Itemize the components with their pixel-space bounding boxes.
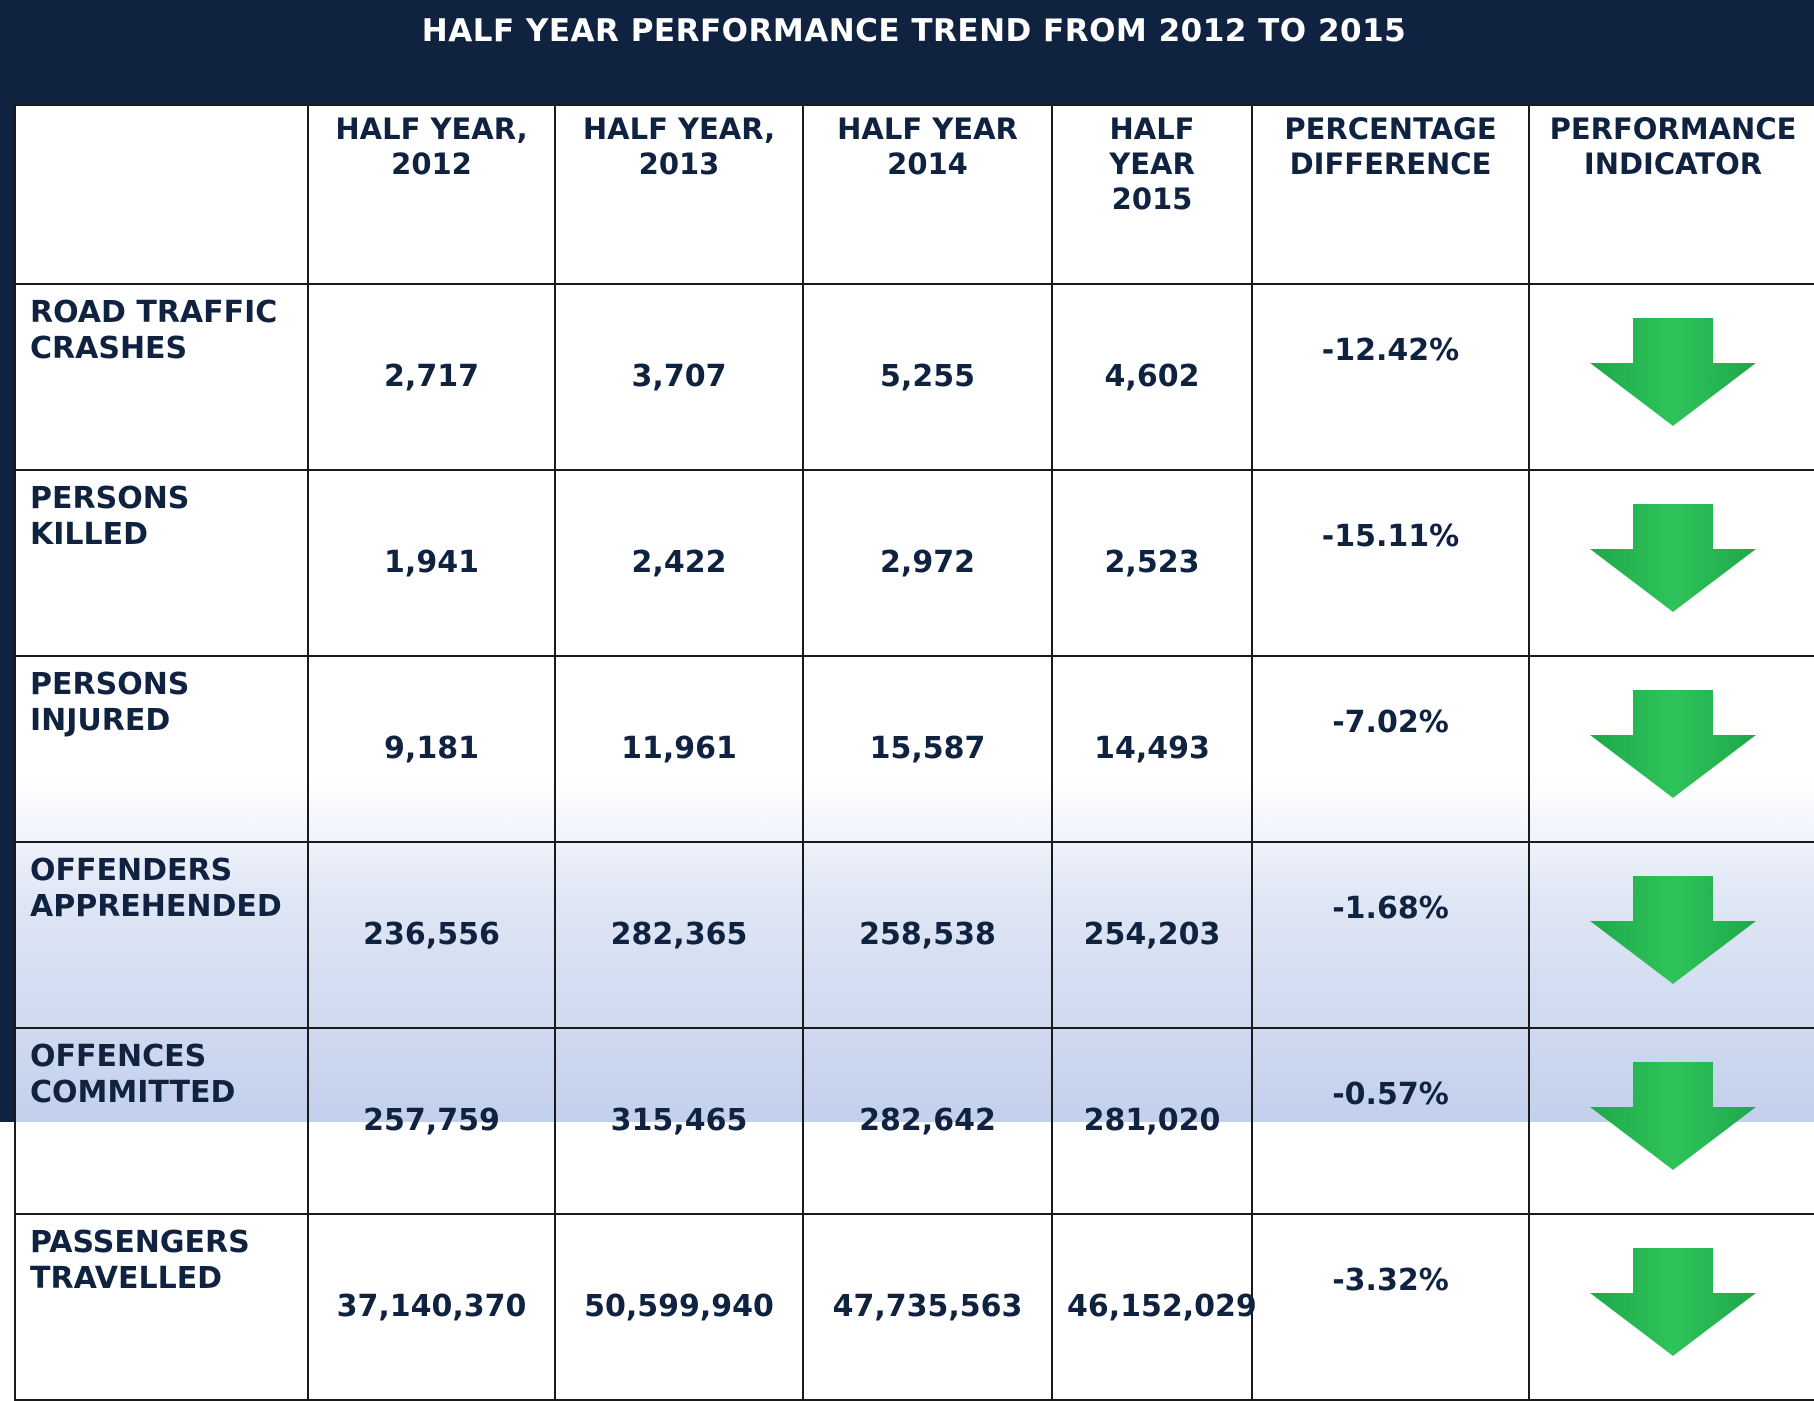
- down-arrow-icon: [1590, 1061, 1756, 1170]
- value-cell: 282,365: [554, 841, 804, 1029]
- percentage-cell: -3.32%: [1251, 1213, 1530, 1401]
- header-cell: PERCENTAGE DIFFERENCE: [1251, 104, 1530, 285]
- value-cell: 14,493: [1051, 655, 1253, 843]
- value-cell: 50,599,940: [554, 1213, 804, 1401]
- corner-cell: [14, 104, 309, 285]
- down-arrow-icon: [1590, 317, 1756, 426]
- data-row: PERSONS KILLED 1,941 2,422 2,972 2,523 -15.11…: [14, 469, 1814, 657]
- value-cell: 281,020: [1051, 1027, 1253, 1215]
- row-label: ROAD TRAFFIC CRASHES: [14, 283, 309, 471]
- percentage-cell: -15.11%: [1251, 469, 1530, 657]
- indicator-cell: [1528, 283, 1814, 471]
- value-cell: 315,465: [554, 1027, 804, 1215]
- value-cell: 9,181: [307, 655, 556, 843]
- value-cell: 2,972: [802, 469, 1053, 657]
- value-cell: 5,255: [802, 283, 1053, 471]
- value-cell: 2,717: [307, 283, 556, 471]
- down-arrow-icon: [1590, 875, 1756, 984]
- table-title: HALF YEAR PERFORMANCE TREND FROM 2012 TO…: [14, 0, 1814, 104]
- row-label: PASSENGERS TRAVELLED: [14, 1213, 309, 1401]
- value-cell: 4,602: [1051, 283, 1253, 471]
- down-arrow-icon: [1590, 1247, 1756, 1356]
- data-row: PERSONS INJURED 9,181 11,961 15,587 14,493 -7…: [14, 655, 1814, 843]
- indicator-cell: [1528, 1027, 1814, 1215]
- header-cell: HALF YEAR, 2013: [554, 104, 804, 285]
- row-label: OFFENCES COMMITTED: [14, 1027, 309, 1215]
- value-cell: 282,642: [802, 1027, 1053, 1215]
- data-row: PASSENGERS TRAVELLED 37,140,370 50,599,940…: [14, 1213, 1814, 1401]
- down-arrow-icon: [1590, 689, 1756, 798]
- value-cell: 1,941: [307, 469, 556, 657]
- header-cell: HALF YEAR, 2012: [307, 104, 556, 285]
- header-row: HALF YEAR, 2012 HALF YEAR, 2013 HALF YEAR …: [14, 104, 1814, 285]
- percentage-cell: -12.42%: [1251, 283, 1530, 471]
- value-cell: 15,587: [802, 655, 1053, 843]
- value-cell: 46,152,029: [1051, 1213, 1257, 1401]
- value-cell: 236,556: [307, 841, 556, 1029]
- left-border: [0, 0, 14, 1122]
- value-cell: 2,422: [554, 469, 804, 657]
- row-label: OFFENDERS APPREHENDED: [14, 841, 309, 1029]
- row-label: PERSONS INJURED: [14, 655, 309, 843]
- indicator-cell: [1528, 1213, 1814, 1401]
- data-row: OFFENCES COMMITTED 257,759 315,465 282,642 2…: [14, 1027, 1814, 1215]
- percentage-cell: -0.57%: [1251, 1027, 1530, 1215]
- value-cell: 2,523: [1051, 469, 1253, 657]
- performance-table: HALF YEAR, 2012 HALF YEAR, 2013 HALF YEAR …: [14, 104, 1814, 1401]
- value-cell: 47,735,563: [802, 1213, 1053, 1401]
- indicator-cell: [1528, 469, 1814, 657]
- header-cell: PERFORMANCE INDICATOR: [1528, 104, 1814, 285]
- indicator-cell: [1528, 841, 1814, 1029]
- data-row: OFFENDERS APPREHENDED 236,556 282,365 258,5…: [14, 841, 1814, 1029]
- value-cell: 11,961: [554, 655, 804, 843]
- value-cell: 258,538: [802, 841, 1053, 1029]
- indicator-cell: [1528, 655, 1814, 843]
- value-cell: 254,203: [1051, 841, 1253, 1029]
- row-label: PERSONS KILLED: [14, 469, 309, 657]
- header-cell: HALF YEAR 2014: [802, 104, 1053, 285]
- down-arrow-icon: [1590, 503, 1756, 612]
- header-cell: HALF YEAR 2015: [1051, 104, 1253, 285]
- value-cell: 3,707: [554, 283, 804, 471]
- percentage-cell: -1.68%: [1251, 841, 1530, 1029]
- value-cell: 37,140,370: [307, 1213, 556, 1401]
- value-cell: 257,759: [307, 1027, 556, 1215]
- data-row: ROAD TRAFFIC CRASHES 2,717 3,707 5,255 4,602…: [14, 283, 1814, 471]
- percentage-cell: -7.02%: [1251, 655, 1530, 843]
